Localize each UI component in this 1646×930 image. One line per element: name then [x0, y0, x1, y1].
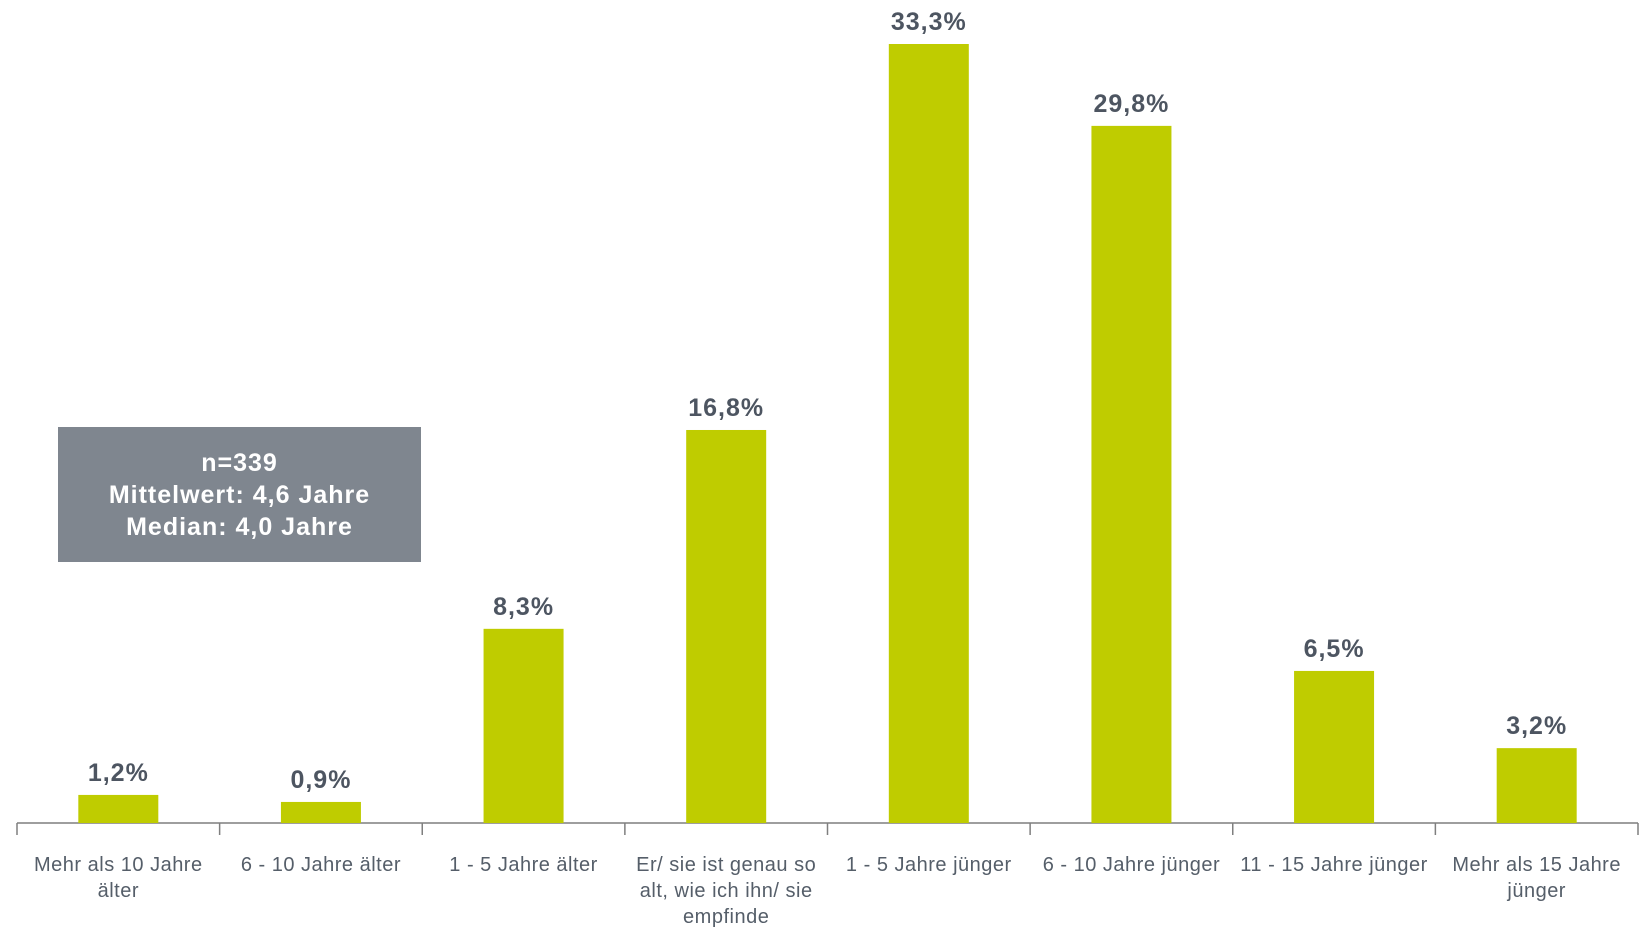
value-label: 0,9%	[290, 766, 351, 794]
annotation: n=339	[201, 448, 278, 477]
x-tick-label: 1 - 5 Jahre jünger	[845, 854, 1012, 876]
value-label: 29,8%	[1093, 90, 1169, 118]
x-tick-label: 6 - 10 Jahre älter	[240, 854, 402, 876]
annotation: Median: 4,0 Jahre	[126, 512, 353, 541]
x-tick-label: 11 - 15 Jahre jünger	[1240, 854, 1428, 876]
x-tick-label: Mehr als 10 Jahre älter	[34, 854, 203, 902]
value-label: 8,3%	[493, 593, 554, 621]
x-tick-label: Er/ sie ist genau so alt, wie ich ihn/ s…	[636, 854, 817, 928]
x-tick-label: 1 - 5 Jahre älter	[449, 854, 598, 876]
value-label: 6,5%	[1304, 635, 1365, 663]
value-label: 3,2%	[1506, 712, 1567, 740]
info-box: n=339 Mittelwert: 4,6 Jahre Median: 4,0 Ja…	[58, 427, 421, 562]
bar	[1091, 125, 1172, 823]
bar	[686, 429, 767, 823]
bar	[78, 794, 159, 823]
x-tick-label: 6 - 10 Jahre jünger	[1042, 854, 1221, 876]
bar	[888, 44, 969, 823]
bar	[280, 801, 361, 823]
value-label: 33,3%	[891, 8, 967, 36]
x-tick-label: Mehr als 15 Jahre jünger	[1452, 854, 1621, 902]
value-label: 16,8%	[688, 394, 764, 422]
bar	[1496, 748, 1577, 823]
bar	[1294, 670, 1375, 823]
value-label: 1,2%	[88, 759, 149, 787]
annotation: Mittelwert: 4,6 Jahre	[108, 480, 371, 509]
bar	[483, 628, 564, 823]
